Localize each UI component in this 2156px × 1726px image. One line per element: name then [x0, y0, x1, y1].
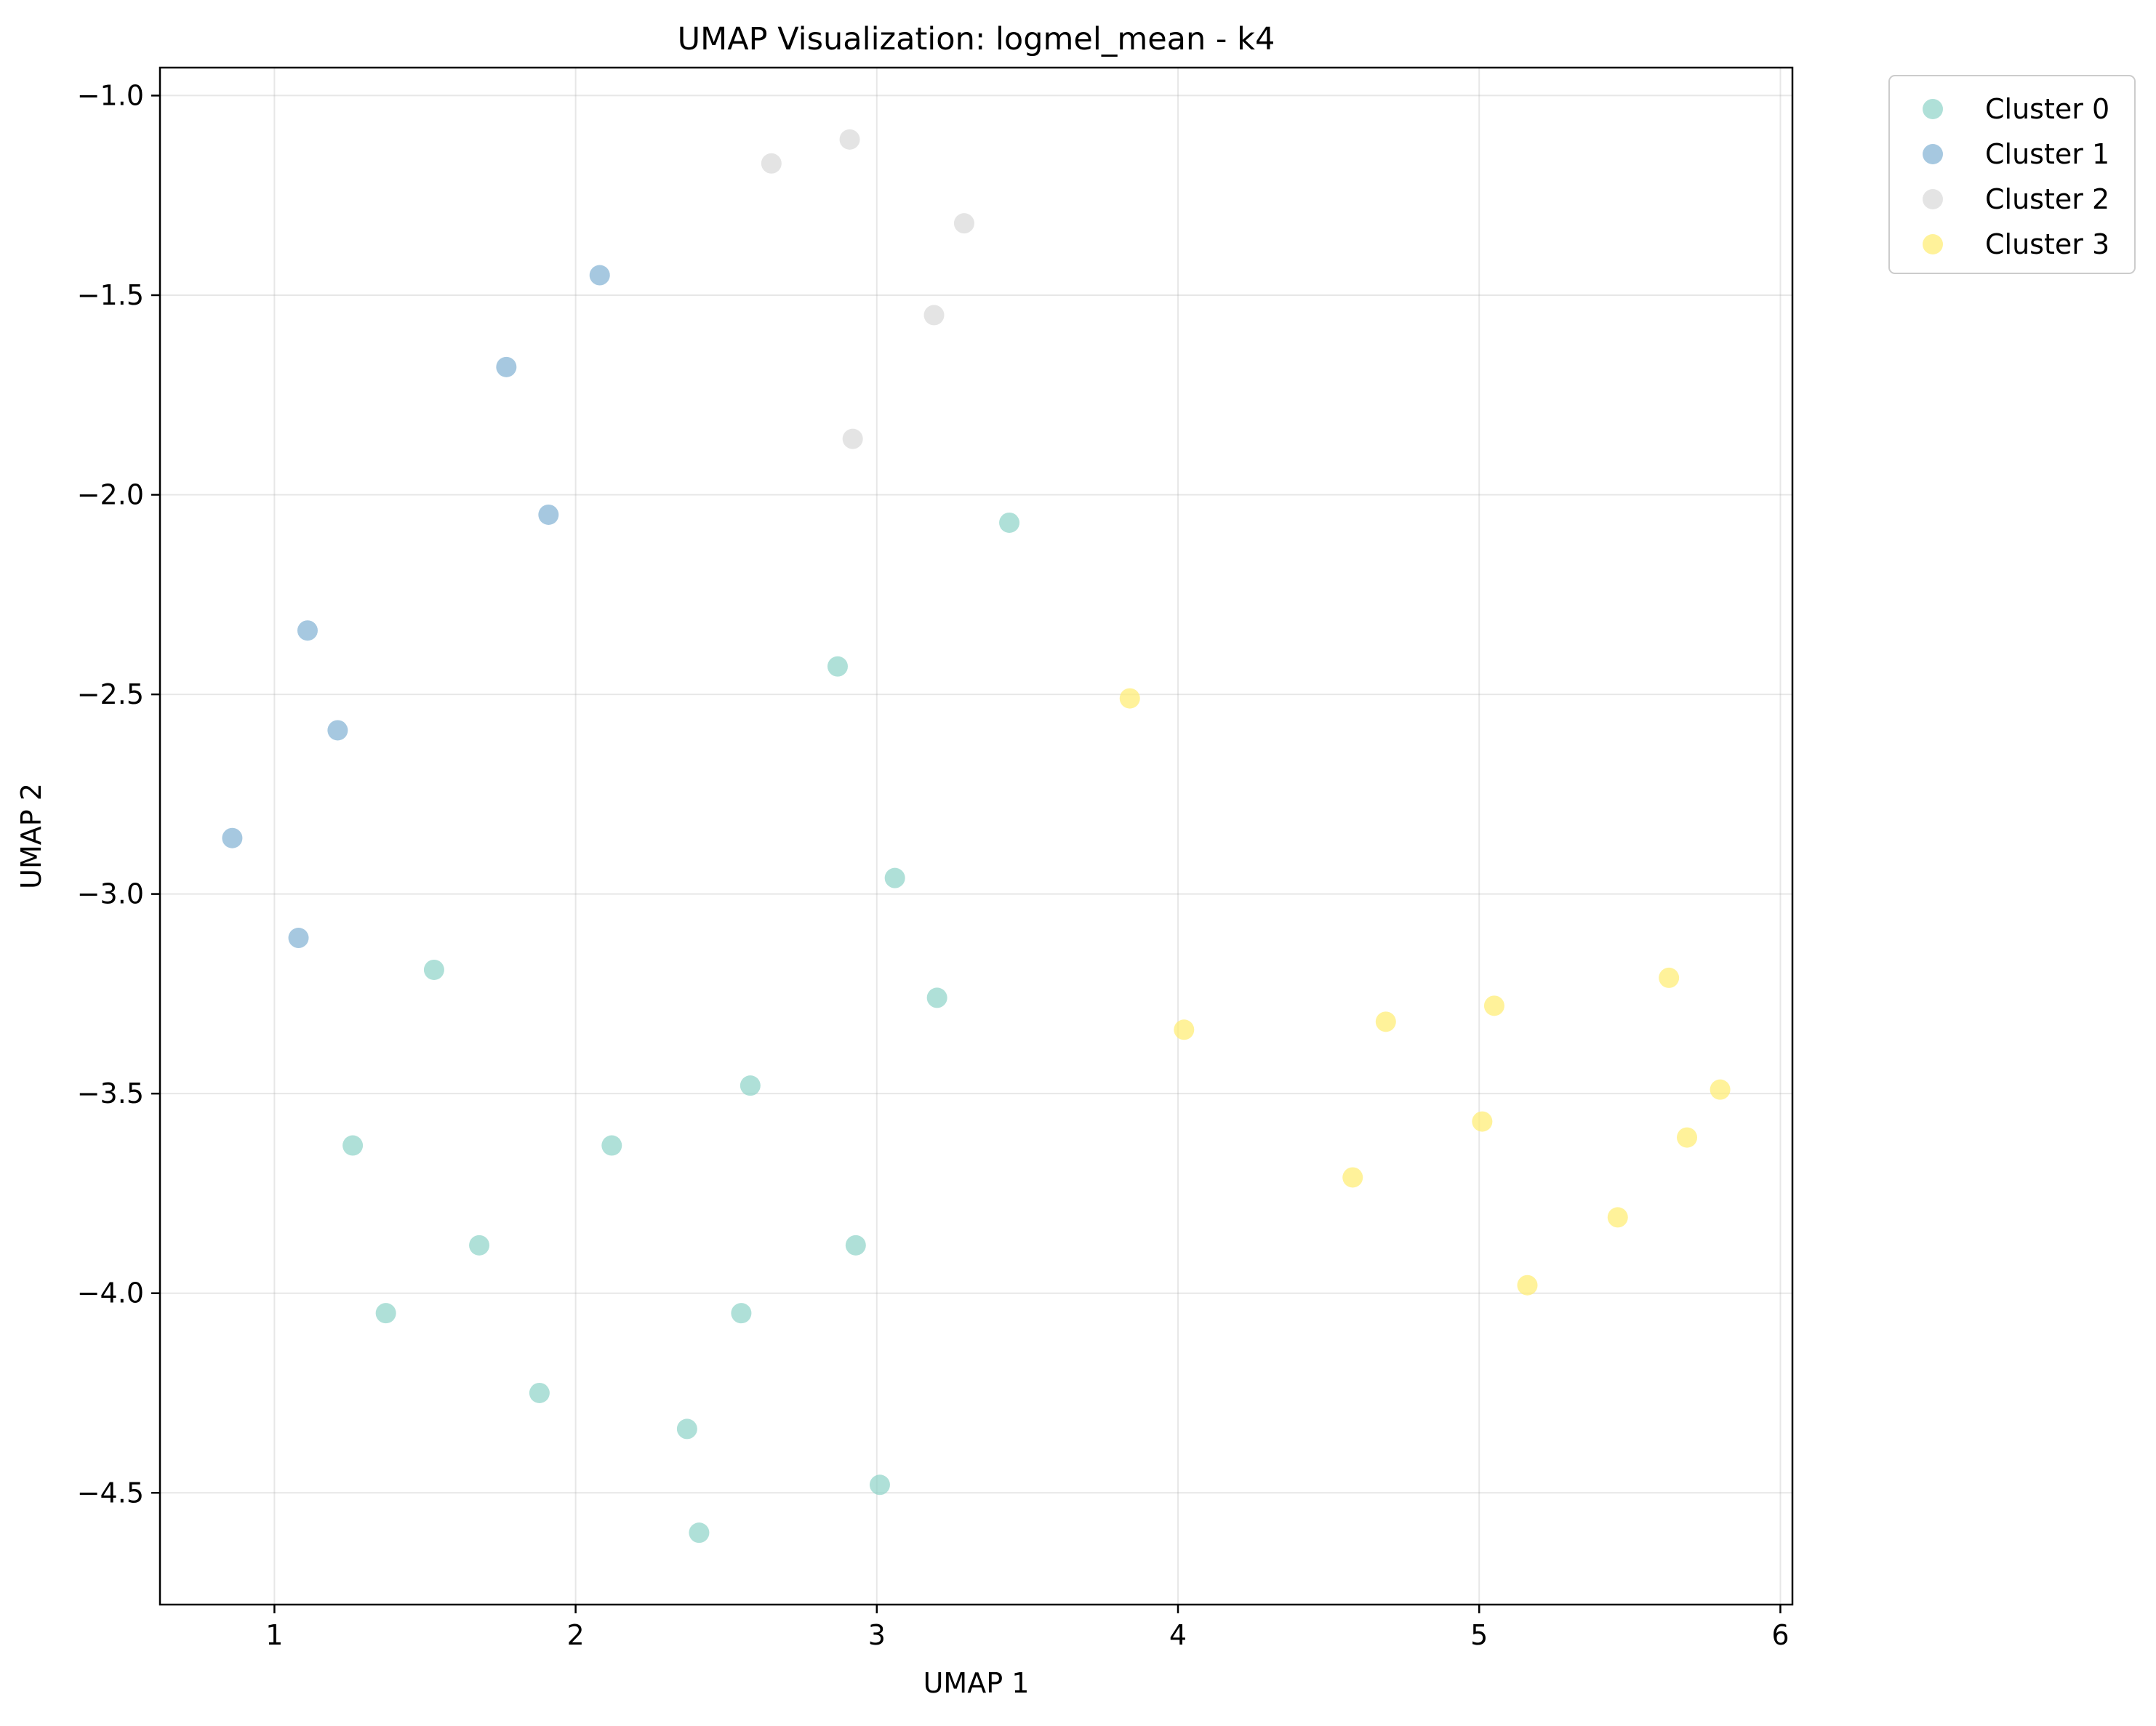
point-cluster-2 [761, 153, 782, 174]
x-tick-label: 3 [868, 1619, 886, 1651]
legend: Cluster 0 Cluster 1 Cluster 2 Cluster 3 [1888, 75, 2136, 274]
point-cluster-2 [923, 305, 945, 326]
point-cluster-0 [740, 1075, 761, 1096]
x-tick-label: 6 [1771, 1619, 1789, 1651]
y-tick-label: −2.5 [77, 678, 144, 710]
legend-marker-cluster-0 [1923, 99, 1943, 119]
y-tick-label: −4.5 [77, 1477, 144, 1509]
legend-marker-cluster-1 [1923, 144, 1943, 164]
y-tick-label: −3.5 [77, 1077, 144, 1109]
point-cluster-3 [1659, 967, 1680, 988]
point-cluster-3 [1472, 1111, 1493, 1132]
y-tick-label: −1.0 [77, 79, 144, 111]
point-cluster-0 [869, 1474, 890, 1496]
point-cluster-0 [926, 987, 947, 1008]
y-tick-label: −2.0 [77, 479, 144, 511]
point-cluster-0 [342, 1135, 364, 1156]
point-cluster-0 [423, 959, 444, 980]
point-cluster-1 [538, 504, 559, 525]
point-cluster-2 [842, 428, 863, 449]
point-cluster-0 [375, 1303, 396, 1324]
legend-label-cluster-3: Cluster 3 [1985, 228, 2109, 260]
y-tick-label: −1.5 [77, 279, 144, 311]
point-cluster-0 [884, 867, 905, 888]
data-points [222, 129, 1731, 1544]
point-cluster-1 [589, 265, 610, 286]
point-cluster-3 [1174, 1019, 1195, 1040]
y-tick-label: −3.0 [77, 878, 144, 910]
point-cluster-1 [288, 928, 309, 949]
plot-frame [159, 66, 1794, 1606]
legend-label-cluster-1: Cluster 1 [1985, 138, 2109, 170]
y-axis-label: UMAP 2 [15, 783, 47, 889]
point-cluster-1 [297, 620, 318, 641]
grid [160, 68, 1792, 1605]
point-cluster-0 [999, 512, 1020, 533]
point-cluster-0 [845, 1235, 866, 1256]
point-cluster-0 [601, 1135, 622, 1156]
point-cluster-0 [469, 1235, 490, 1256]
legend-label-cluster-0: Cluster 0 [1985, 93, 2109, 125]
point-cluster-0 [529, 1382, 550, 1403]
chart-title: UMAP Visualization: logmel_mean - k4 [678, 21, 1275, 57]
point-cluster-3 [1375, 1011, 1396, 1032]
legend-marker-cluster-3 [1923, 234, 1943, 254]
point-cluster-0 [689, 1522, 710, 1544]
legend-label-cluster-2: Cluster 2 [1985, 183, 2109, 215]
point-cluster-3 [1342, 1167, 1363, 1188]
point-cluster-1 [327, 720, 348, 741]
point-cluster-3 [1483, 995, 1504, 1016]
x-tick-label: 2 [567, 1619, 585, 1651]
point-cluster-2 [839, 129, 860, 150]
axis-ticks: 1 2 3 4 5 6 −1.0 −1.5 −2.0 −2.5 −3.0 −3.5 −4.0 −4.5 [77, 79, 1790, 1651]
x-tick-label: 5 [1470, 1619, 1488, 1651]
legend-box [1888, 75, 2136, 274]
point-cluster-3 [1119, 688, 1140, 709]
y-tick-label: −4.0 [77, 1277, 144, 1309]
x-tick-label: 4 [1169, 1619, 1187, 1651]
x-tick-label: 1 [265, 1619, 283, 1651]
x-axis-label: UMAP 1 [923, 1667, 1030, 1699]
point-cluster-3 [1517, 1275, 1538, 1296]
point-cluster-0 [827, 656, 848, 677]
legend-marker-cluster-2 [1923, 189, 1943, 209]
point-cluster-3 [1607, 1207, 1628, 1228]
point-cluster-3 [1710, 1079, 1731, 1100]
point-cluster-0 [731, 1303, 752, 1324]
point-cluster-1 [222, 827, 243, 848]
point-cluster-0 [676, 1418, 697, 1440]
point-cluster-2 [953, 213, 974, 234]
point-cluster-1 [496, 356, 517, 377]
point-cluster-3 [1677, 1127, 1698, 1148]
